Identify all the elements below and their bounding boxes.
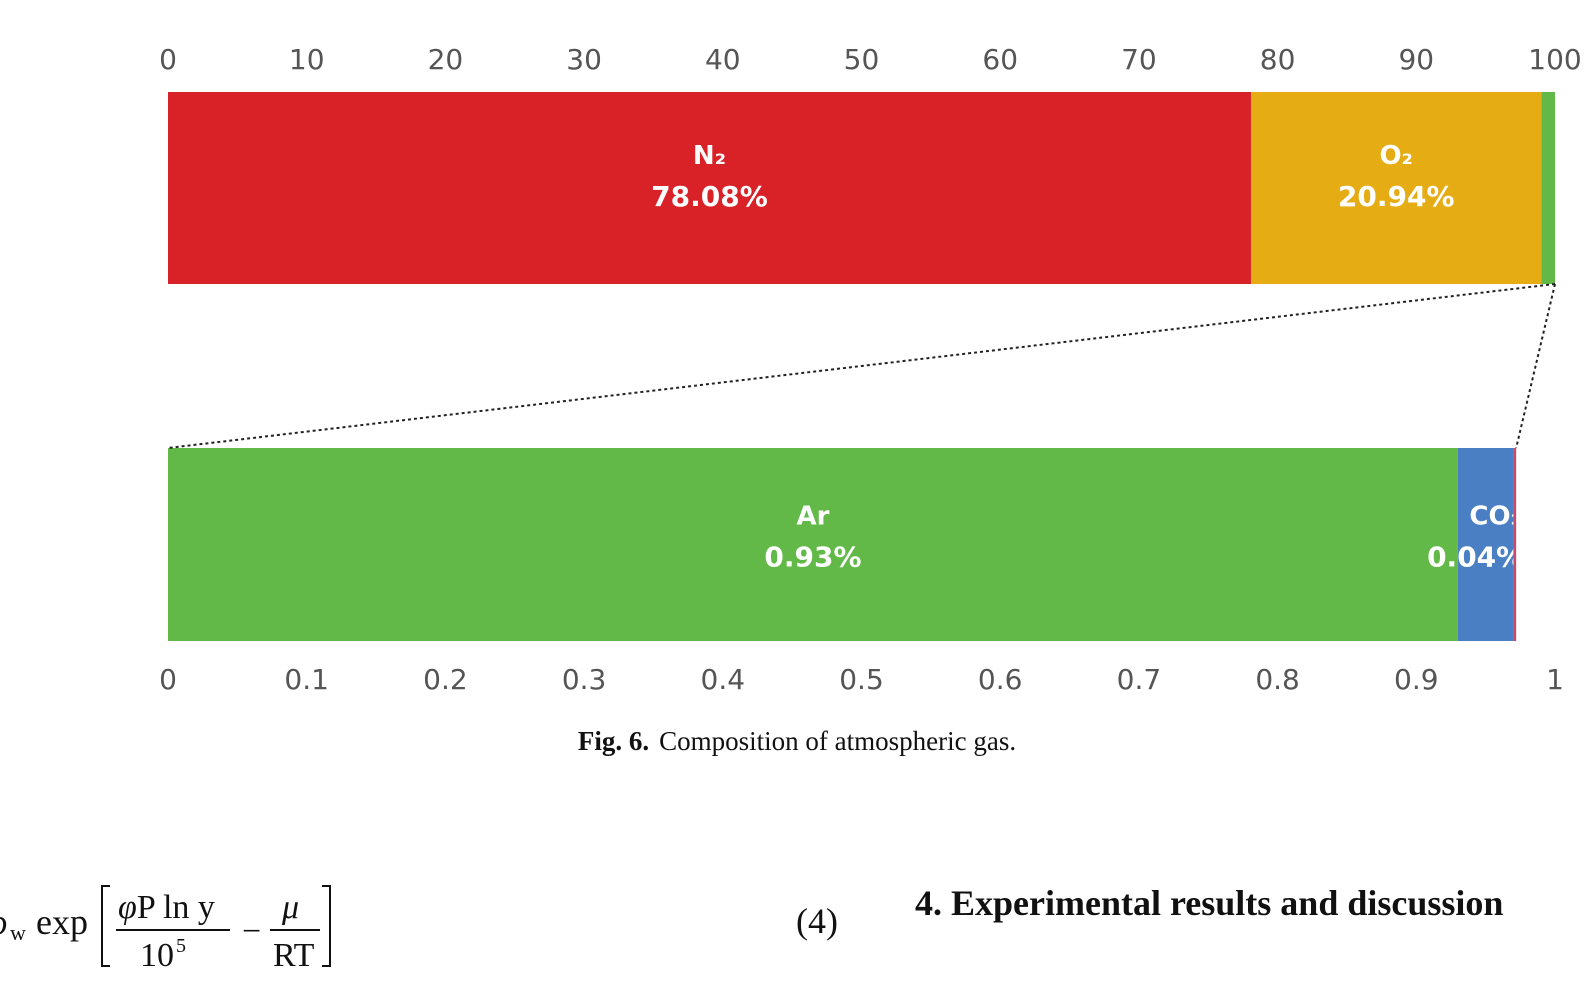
svg-text:5: 5 <box>176 935 186 957</box>
bar-segment-top-0 <box>168 92 1251 284</box>
tick-label-bottom-4: 0.4 <box>701 663 746 696</box>
caption-label: Fig. 6. <box>577 726 650 756</box>
svg-text:w: w <box>10 920 26 945</box>
tick-label-top-5: 50 <box>844 43 880 76</box>
segment-value-0-top: 78.08% <box>651 180 768 213</box>
atmospheric-composition-chart: 0 10 20 30 40 50 60 70 80 90 100 N₂ 78.08% O₂ 20.94% 0 0… <box>159 43 1582 696</box>
tick-label-bottom-5: 0.5 <box>839 663 884 696</box>
equation-formula: ρ w exp φP ln y 10 5 − μ RT <box>0 885 331 974</box>
bar-segment-bottom-2 <box>1513 448 1517 641</box>
equation-4: ρ w exp φP ln y 10 5 − μ RT <box>0 876 350 976</box>
segment-name-1-bottom: CO₂ <box>1469 502 1522 532</box>
tick-label-bottom-7: 0.7 <box>1117 663 1162 696</box>
tick-label-top-6: 60 <box>982 43 1018 76</box>
zoom-connector-right <box>1515 283 1556 449</box>
tick-label-bottom-2: 0.2 <box>423 663 468 696</box>
svg-text:10: 10 <box>140 937 174 974</box>
segment-name-0-bottom: Ar <box>796 502 829 532</box>
svg-text:exp: exp <box>36 902 88 942</box>
zoom-connector-left <box>167 283 1556 449</box>
tick-label-top-0: 0 <box>159 43 177 76</box>
tick-label-bottom-6: 0.6 <box>978 663 1023 696</box>
segment-value-1-top: 20.94% <box>1338 180 1455 213</box>
tick-label-top-7: 70 <box>1121 43 1157 76</box>
tick-label-top-9: 90 <box>1398 43 1434 76</box>
tick-label-top-8: 80 <box>1260 43 1296 76</box>
bar-segment-top-1 <box>1250 92 1542 284</box>
tick-label-bottom-0: 0 <box>159 663 177 696</box>
bar-segment-bottom-1 <box>1457 448 1514 641</box>
segment-value-0-bottom: 0.93% <box>764 541 861 574</box>
bar-segment-bottom-0 <box>168 448 1458 641</box>
equation-number: (4) <box>796 901 838 941</box>
tick-label-top-2: 20 <box>428 43 464 76</box>
tick-label-top-3: 30 <box>566 43 602 76</box>
segment-name-0-top: N₂ <box>693 141 726 171</box>
caption-text: Composition of atmospheric gas. <box>659 726 1017 756</box>
svg-text:−: − <box>242 913 261 950</box>
bar-segment-top-2 <box>1541 92 1555 284</box>
tick-label-top-1: 10 <box>289 43 325 76</box>
svg-text:ρ: ρ <box>0 902 7 942</box>
tick-label-bottom-3: 0.3 <box>562 663 607 696</box>
figure-caption: Fig. 6. Composition of atmospheric gas. <box>0 726 1594 757</box>
svg-text:φP ln y: φP ln y <box>118 889 215 926</box>
section-heading: 4. Experimental results and discussion <box>915 883 1504 923</box>
tick-label-top-4: 40 <box>705 43 741 76</box>
svg-text:RT: RT <box>273 937 315 974</box>
tick-label-bottom-8: 0.8 <box>1255 663 1300 696</box>
svg-text:μ: μ <box>281 889 299 926</box>
tick-label-bottom-9: 0.9 <box>1394 663 1439 696</box>
tick-label-top-10: 100 <box>1528 43 1581 76</box>
tick-label-bottom-1: 0.1 <box>284 663 329 696</box>
segment-value-1-bottom: 0.04% <box>1427 541 1524 574</box>
segment-name-1-top: O₂ <box>1379 141 1413 171</box>
tick-label-bottom-10: 1 <box>1546 663 1564 696</box>
